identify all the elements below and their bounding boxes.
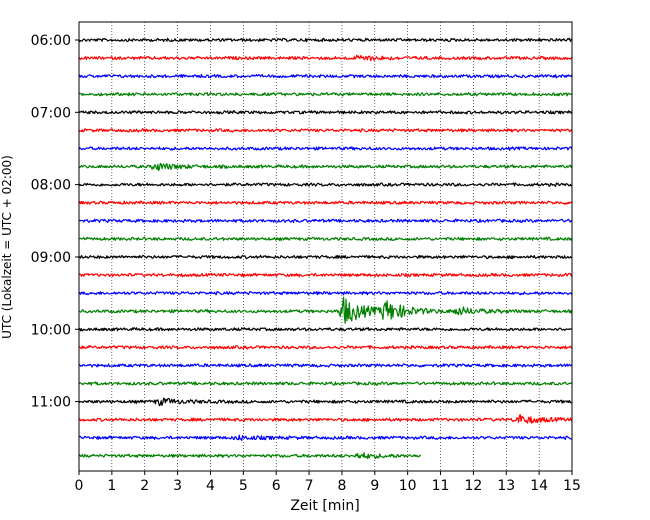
trace-line: [78, 146, 573, 151]
trace-line: [78, 162, 573, 172]
trace-line: [78, 452, 422, 460]
trace-line: [78, 296, 573, 324]
x-tick-label: 3: [173, 478, 182, 494]
y-axis-label: UTC (Lokalzeit = UTC + 02:00): [0, 155, 14, 339]
y-tick-label: 09:00: [31, 250, 71, 266]
x-tick-label: 1: [107, 478, 116, 494]
trace-line: [78, 200, 573, 205]
trace-line: [78, 128, 573, 133]
trace-line: [78, 290, 573, 296]
x-axis-label: Zeit [min]: [290, 498, 359, 514]
x-tick-label: 12: [464, 478, 482, 494]
x-tick-label: 6: [272, 478, 281, 494]
trace-line: [78, 272, 573, 278]
vertical-grid: [111, 22, 540, 471]
x-tick-label: 7: [305, 478, 314, 494]
x-tick-label: 8: [337, 478, 346, 494]
x-tick-label: 10: [399, 478, 417, 494]
trace-line: [78, 91, 573, 97]
trace-line: [78, 397, 573, 407]
trace-line: [78, 414, 573, 424]
x-tick-label: 5: [239, 478, 248, 494]
x-tick-label: 15: [563, 478, 581, 494]
trace-line: [78, 182, 573, 187]
trace-line: [78, 37, 573, 43]
x-tick-label: 4: [206, 478, 215, 494]
x-tick-label: 13: [497, 478, 515, 494]
trace-line: [78, 434, 573, 441]
trace-line: [78, 381, 573, 386]
x-tick-label: 0: [75, 478, 84, 494]
y-tick-label: 10:00: [31, 322, 71, 338]
trace-line: [78, 345, 573, 350]
trace-line: [78, 110, 573, 115]
y-tick-label: 06:00: [31, 33, 71, 49]
y-axis-ticks: 06:00 07:00 08:00 09:00 10:00 11:00: [31, 33, 79, 411]
y-tick-label: 11:00: [31, 395, 71, 411]
trace-line: [78, 73, 573, 79]
x-tick-label: 14: [530, 478, 548, 494]
plot-frame: [78, 21, 573, 472]
trace-line: [78, 218, 573, 224]
x-tick-label: 9: [370, 478, 379, 494]
trace-layer: [78, 37, 573, 460]
x-axis-ticks: 0 1 2 3 4 5 6 7 8 9 10 11 12 13 14 15: [75, 471, 581, 494]
trace-line: [78, 254, 573, 260]
trace-line: [78, 54, 573, 62]
trace-line: [78, 327, 573, 332]
y-tick-label: 07:00: [31, 105, 71, 121]
x-tick-label: 2: [140, 478, 149, 494]
trace-line: [78, 236, 573, 242]
trace-line: [78, 363, 573, 368]
x-tick-label: 11: [432, 478, 450, 494]
y-tick-label: 08:00: [31, 178, 71, 194]
